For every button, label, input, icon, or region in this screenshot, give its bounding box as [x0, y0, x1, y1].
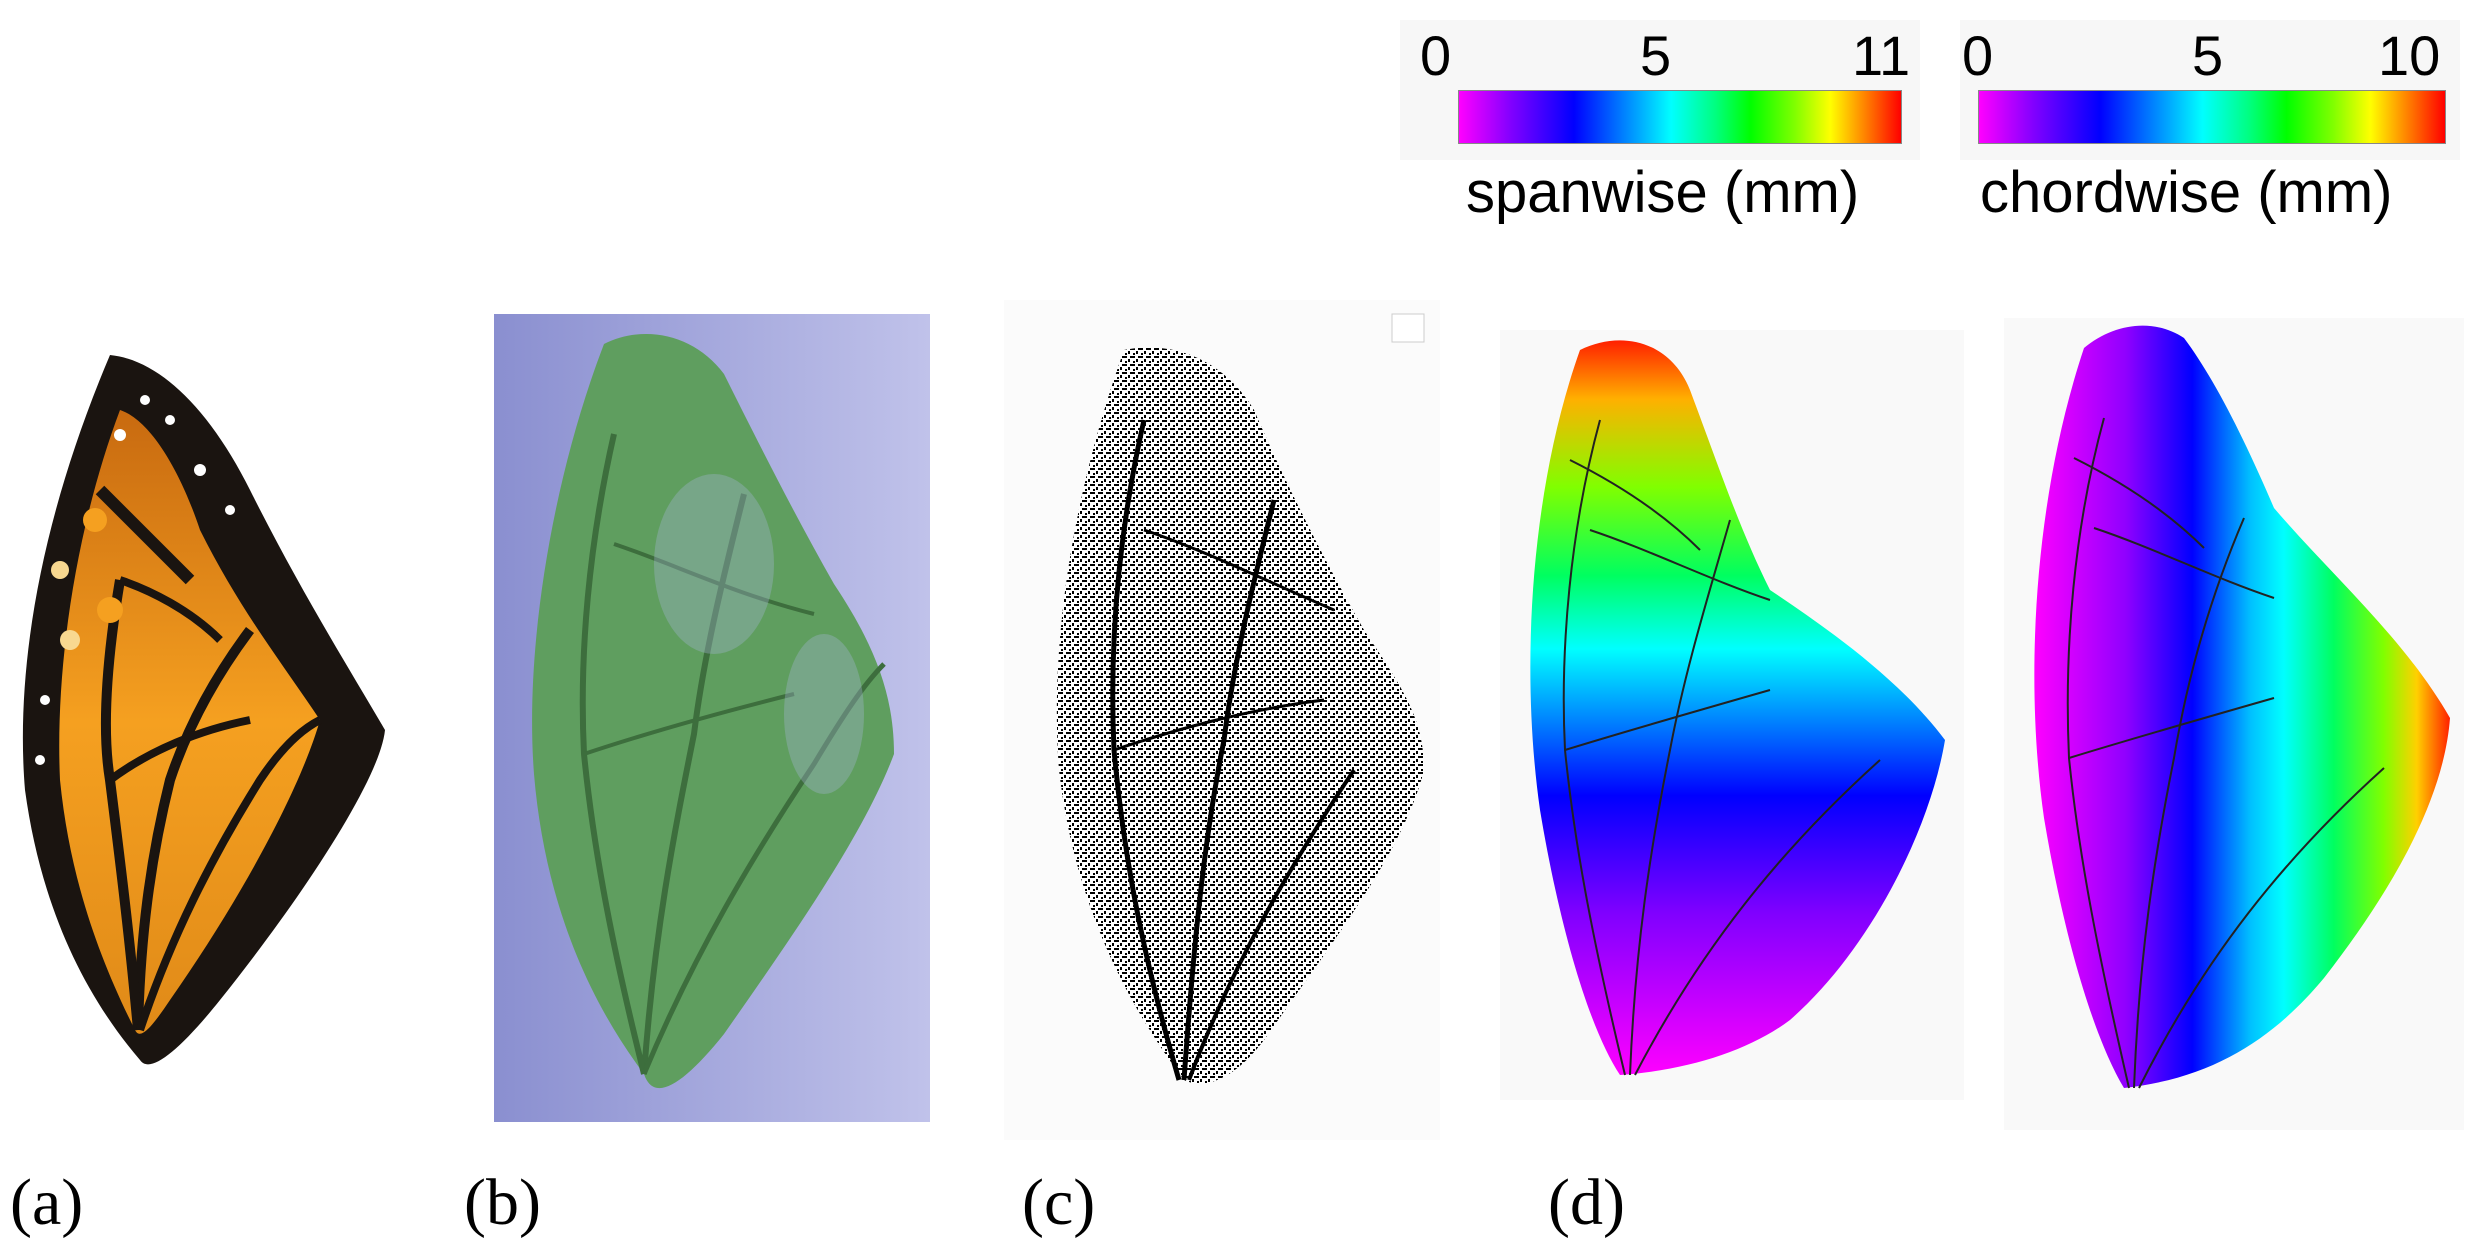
panel-label-c: (c) [1022, 1166, 1096, 1239]
butterfly-wing-photo [22, 355, 386, 1065]
chordwise-wing-contour [2034, 325, 2450, 1089]
chordwise-colorbar-title: chordwise (mm) [1980, 160, 2393, 225]
wing-scan-mesh [532, 334, 894, 1089]
spanwise-colorbar-gradient [1458, 90, 1902, 144]
spanwise-tick-0: 0 [1420, 24, 1452, 87]
spanwise-tick-11: 11 [1852, 24, 1911, 87]
panel-label-d: (d) [1548, 1166, 1625, 1239]
spanwise-tick-5: 5 [1640, 24, 1672, 87]
chordwise-tick-5: 5 [2192, 24, 2224, 87]
chordwise-tick-0: 0 [1962, 24, 1994, 87]
panel-label-a: (a) [10, 1166, 84, 1239]
panel-label-b: (b) [464, 1166, 541, 1239]
chordwise-tick-10: 10 [2378, 24, 2441, 87]
spanwise-colorbar-title: spanwise (mm) [1466, 160, 1860, 225]
wing-mesh-speckle [1056, 313, 1425, 1084]
spanwise-wing-contour [1530, 340, 1945, 1076]
chordwise-colorbar-gradient [1978, 90, 2446, 144]
